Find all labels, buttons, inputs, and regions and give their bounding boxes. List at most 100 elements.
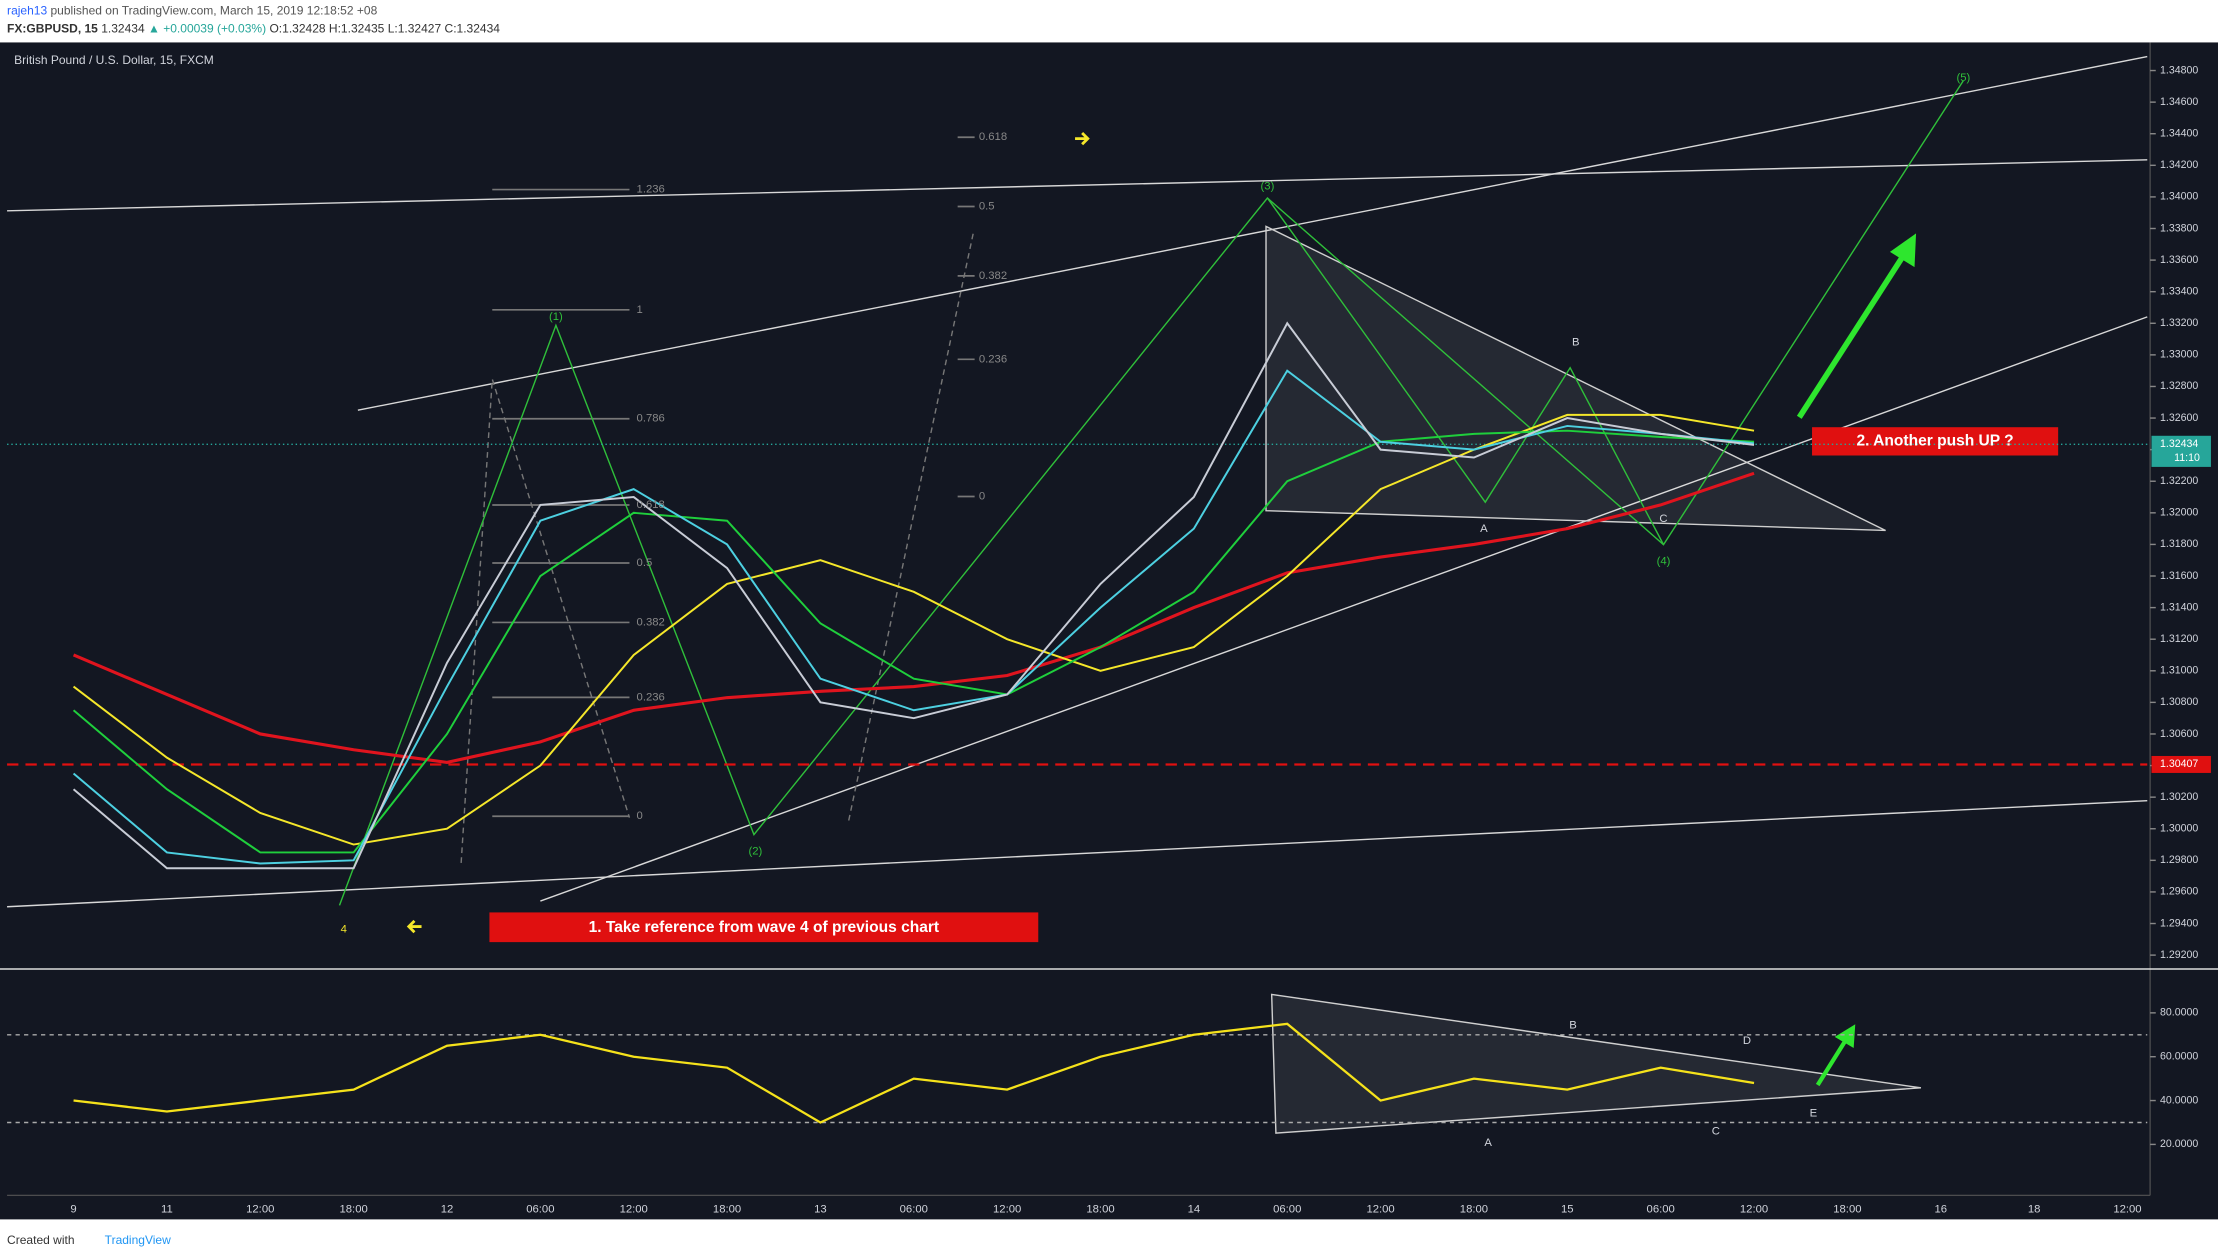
last: 1.32434 xyxy=(101,22,145,36)
x-tick-label: 06:00 xyxy=(526,1203,554,1215)
x-tick-label: 18:00 xyxy=(713,1203,741,1215)
x-tick-label: 18:00 xyxy=(1086,1203,1114,1215)
x-tick-label: 13 xyxy=(814,1203,827,1215)
y-tick-label: 1.29400 xyxy=(2160,917,2198,929)
x-tick-label: 12:00 xyxy=(1366,1203,1394,1215)
up-arrows xyxy=(1796,233,1917,1087)
x-tick-label: 12:00 xyxy=(1740,1203,1768,1215)
chart-bg xyxy=(0,42,2218,1220)
y-tick-label: 1.32000 xyxy=(2160,507,2198,519)
footer-brand: TradingView xyxy=(105,1233,171,1247)
x-tick-label: 06:00 xyxy=(1273,1203,1301,1215)
note: 1. Take reference from wave 4 of previou… xyxy=(589,919,940,936)
fib-label: 1 xyxy=(637,304,643,316)
trendline xyxy=(7,799,2148,908)
x-tick-label: 12:00 xyxy=(2113,1203,2141,1215)
series-line xyxy=(72,369,1755,865)
y-tick-label: 1.31600 xyxy=(2160,570,2198,582)
fib-label: 0.5 xyxy=(637,557,653,569)
y-tick-label: 1.32600 xyxy=(2160,412,2198,424)
y-tick-label: 1.33400 xyxy=(2160,285,2198,297)
x-tick-label: 14 xyxy=(1188,1203,1201,1215)
x-tick-label: 18:00 xyxy=(1833,1203,1861,1215)
arrow-head xyxy=(1889,233,1917,268)
elliott-wave xyxy=(338,80,1964,906)
x-tick-label: 12:00 xyxy=(620,1203,648,1215)
fib-label: 0.236 xyxy=(637,691,665,703)
y-tick-label: 1.29800 xyxy=(2160,854,2198,866)
x-tick-label: 11 xyxy=(161,1203,173,1215)
level-box xyxy=(2151,755,2211,773)
close: C:1.32434 xyxy=(445,22,501,36)
y-tick-label: 1.31800 xyxy=(2160,538,2198,550)
symbol: FX:GBPUSD, 15 xyxy=(7,22,98,36)
series-line xyxy=(72,471,1755,764)
y-tick-label: 1.29600 xyxy=(2160,886,2198,898)
level-label: 1.30407 xyxy=(2160,758,2198,770)
author: rajeh13 xyxy=(7,3,47,17)
series-line xyxy=(73,1022,1755,1124)
y-tick-label: 1.32800 xyxy=(2160,380,2198,392)
y-tick-label: 80.0000 xyxy=(2160,1007,2198,1019)
x-tick-label: 12:00 xyxy=(246,1203,274,1215)
y-tick-label: 1.34400 xyxy=(2160,128,2198,140)
y-tick-label: 1.29200 xyxy=(2160,949,2198,961)
last-price-box xyxy=(2151,435,2211,467)
y-tick-label: 1.31000 xyxy=(2160,665,2198,677)
y-tick-label: 1.30800 xyxy=(2160,696,2198,708)
arrow xyxy=(1796,253,1907,419)
y-tick-label: 1.33000 xyxy=(2160,349,2198,361)
y-tick-label: 60.0000 xyxy=(2160,1050,2198,1062)
series-line xyxy=(72,429,1755,854)
trendlines xyxy=(7,55,2148,908)
wave-label: C xyxy=(1659,513,1667,525)
footer-created: Created with xyxy=(7,1233,74,1247)
wave-label: A xyxy=(1484,1137,1492,1149)
wave-label: D xyxy=(1743,1035,1751,1047)
arrow xyxy=(1815,1038,1848,1087)
wave-label: A xyxy=(1480,523,1488,535)
y-tick-label: 1.33200 xyxy=(2160,317,2198,329)
rsi-triangle xyxy=(1270,993,1922,1134)
wave-label: (4) xyxy=(1657,556,1671,568)
x-tick-label: 12 xyxy=(441,1203,454,1215)
x-tick-label: 12:00 xyxy=(993,1203,1021,1215)
wave-label: (3) xyxy=(1261,181,1275,193)
y-tick-label: 1.34000 xyxy=(2160,191,2198,203)
trendline xyxy=(357,55,2148,411)
wave-label: B xyxy=(1572,336,1580,348)
y-tick-label: 1.31200 xyxy=(2160,633,2198,645)
fib-label: 1.236 xyxy=(637,184,665,196)
fib-trend xyxy=(460,378,631,863)
wave-label: C xyxy=(1712,1126,1720,1138)
x-tick-label: 16 xyxy=(1934,1203,1947,1215)
trendline xyxy=(540,316,2148,902)
y-tick-label: 1.30200 xyxy=(2160,791,2198,803)
y-tick-label: 1.34200 xyxy=(2160,159,2198,171)
x-tick-label: 18:00 xyxy=(1460,1203,1488,1215)
wave-label: 4 xyxy=(341,923,347,935)
y-tick-label: 1.32200 xyxy=(2160,475,2198,487)
open: O:1.32428 xyxy=(269,22,325,36)
arrow xyxy=(1075,131,1090,146)
fib-label: 0.5 xyxy=(979,201,995,213)
x-tick-label: 18 xyxy=(2028,1203,2041,1215)
fib-levels xyxy=(492,136,975,818)
published: published on TradingView.com, March 15, … xyxy=(51,3,378,17)
wave-label: (2) xyxy=(748,846,762,858)
y-tick-label: 20.0000 xyxy=(2160,1138,2198,1150)
countdown: 11:10 xyxy=(2174,452,2200,464)
note-box xyxy=(1812,427,2059,456)
y-tick-label: 40.0000 xyxy=(2160,1094,2198,1106)
fib-label: 0.236 xyxy=(979,353,1007,365)
x-tick-label: 18:00 xyxy=(339,1203,367,1215)
wave-label: (5) xyxy=(1956,72,1970,84)
wave-label: B xyxy=(1569,1020,1577,1032)
fib-label: 0 xyxy=(979,491,985,503)
header-line-1: rajeh13 published on TradingView.com, Ma… xyxy=(7,3,378,17)
y-tick-label: 1.34800 xyxy=(2160,64,2198,76)
x-tick-label: 9 xyxy=(70,1203,76,1215)
last-price-label: 1.32434 xyxy=(2160,438,2198,450)
